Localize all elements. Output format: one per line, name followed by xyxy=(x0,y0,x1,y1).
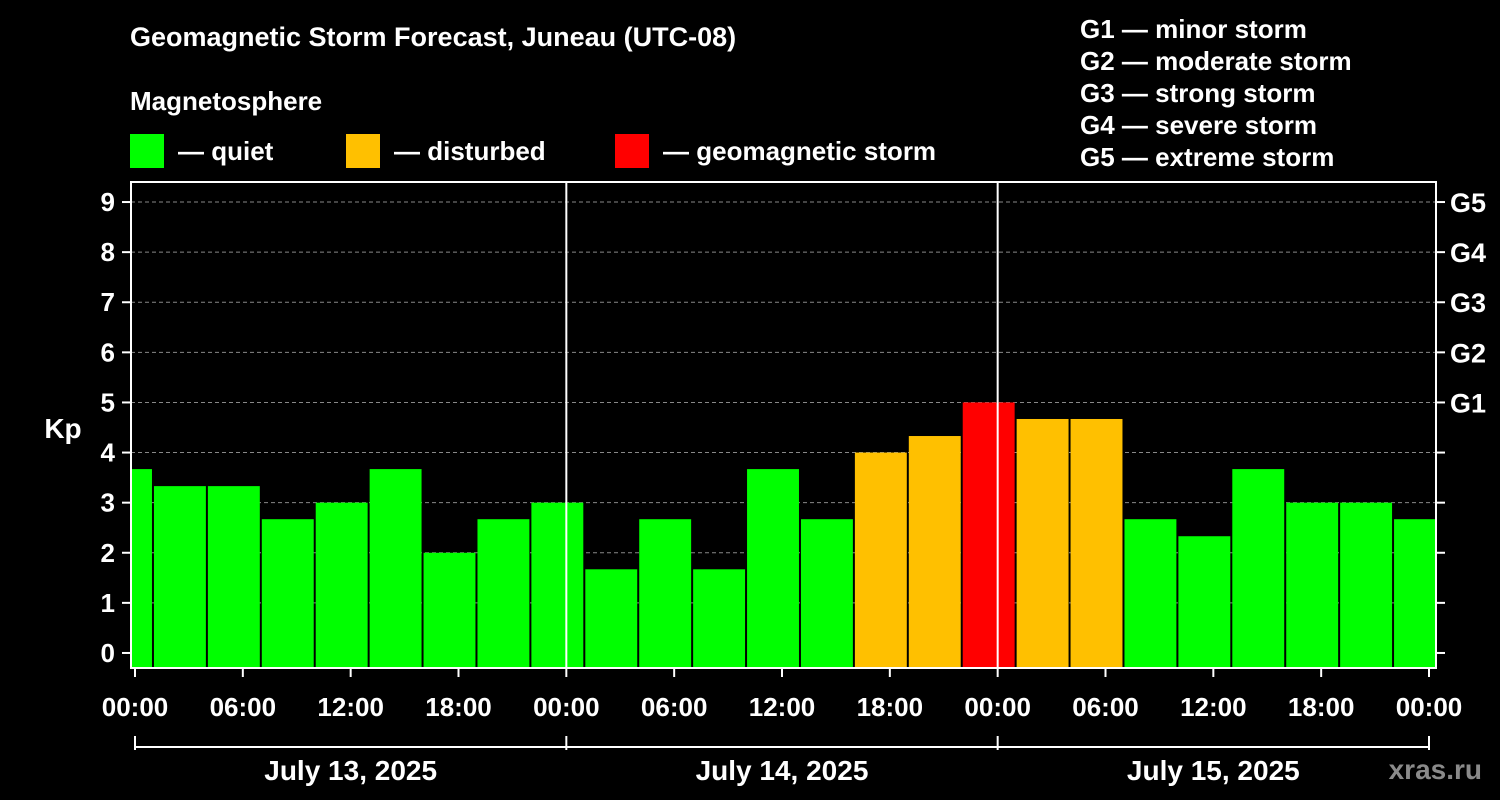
bar-17-storm xyxy=(962,402,1015,668)
bar-1-quiet xyxy=(131,469,152,668)
x-tick-label-2: 12:00 xyxy=(317,692,384,722)
bar-23-quiet xyxy=(1286,502,1339,668)
legend-swatch-disturbed xyxy=(346,134,380,168)
legend-item-quiet: — quiet xyxy=(130,134,273,168)
bars-group xyxy=(131,402,1436,668)
g-scale-legend: G1 — minor storm G2 — moderate storm G3 … xyxy=(1080,13,1352,173)
bar-22-quiet xyxy=(1232,469,1285,668)
x-tick-label-4: 00:00 xyxy=(533,692,600,722)
bar-8-quiet xyxy=(477,519,530,668)
x-tick-label-0: 00:00 xyxy=(102,692,169,722)
bar-3-quiet xyxy=(207,486,260,668)
x-tick-label-5: 06:00 xyxy=(641,692,708,722)
y-tick-label-7: 7 xyxy=(101,287,115,317)
bar-6-quiet xyxy=(369,469,422,668)
bar-11-quiet xyxy=(639,519,692,668)
y-tick-label-5: 5 xyxy=(101,387,115,417)
chart-title: Geomagnetic Storm Forecast, Juneau (UTC-… xyxy=(130,22,737,52)
y-axis-title: Kp xyxy=(44,413,81,444)
y-tick-label-9: 9 xyxy=(101,187,115,217)
y-tick-label-0: 0 xyxy=(101,638,115,668)
y-tick-label-6: 6 xyxy=(101,337,115,367)
x-tick-label-11: 18:00 xyxy=(1288,692,1355,722)
day-label-2: July 14, 2025 xyxy=(696,755,869,786)
bar-18-disturbed xyxy=(1016,418,1069,668)
bar-4-quiet xyxy=(261,519,314,668)
y-tick-label-3: 3 xyxy=(101,488,115,518)
plot-frame xyxy=(130,181,1437,669)
bar-2-quiet xyxy=(153,486,206,668)
x-tick-label-8: 00:00 xyxy=(964,692,1031,722)
legend-label-storm: — geomagnetic storm xyxy=(663,135,937,166)
x-tick-label-3: 18:00 xyxy=(425,692,492,722)
y-tick-label-1: 1 xyxy=(101,588,115,618)
x-tick-label-6: 12:00 xyxy=(749,692,816,722)
x-tick-label-9: 06:00 xyxy=(1072,692,1139,722)
bar-13-quiet xyxy=(747,469,799,668)
y-tick-label-2: 2 xyxy=(101,538,115,568)
bar-5-quiet xyxy=(315,502,368,668)
y-tick-label-4: 4 xyxy=(101,438,116,468)
y-tick-label-8: 8 xyxy=(101,237,115,267)
x-tick-label-10: 12:00 xyxy=(1180,692,1247,722)
bar-7-quiet xyxy=(423,552,476,668)
g-axis-label-g5: G5 xyxy=(1450,188,1486,218)
g-axis-label-g3: G3 xyxy=(1450,288,1486,318)
x-tick-label-1: 06:00 xyxy=(210,692,277,722)
g-scale-g1: G1 — minor storm xyxy=(1080,14,1307,44)
magnetosphere-label: Magnetosphere xyxy=(130,86,323,116)
g-axis-label-g2: G2 xyxy=(1450,338,1486,368)
bar-25-quiet xyxy=(1394,519,1436,668)
bar-21-quiet xyxy=(1178,536,1231,668)
bar-15-disturbed xyxy=(854,452,907,668)
bar-10-quiet xyxy=(585,569,638,668)
bar-16-disturbed xyxy=(908,436,961,668)
g-scale-g4: G4 — severe storm xyxy=(1080,110,1318,140)
legend-item-disturbed: — disturbed xyxy=(346,134,546,168)
g-scale-g5: G5 — extreme storm xyxy=(1080,142,1335,172)
bar-19-disturbed xyxy=(1070,418,1123,668)
legend-label-quiet: — quiet xyxy=(178,135,274,166)
x-tick-label-7: 18:00 xyxy=(857,692,924,722)
bar-12-quiet xyxy=(693,569,746,668)
bar-20-quiet xyxy=(1124,519,1177,668)
legend-swatch-storm xyxy=(615,134,649,168)
legend-item-storm: — geomagnetic storm xyxy=(615,134,936,168)
legend-label-disturbed: — disturbed xyxy=(394,135,546,166)
g-scale-g2: G2 — moderate storm xyxy=(1080,46,1352,76)
day-label-3: July 15, 2025 xyxy=(1127,755,1300,786)
g-axis-label-g1: G1 xyxy=(1450,388,1486,418)
x-tick-label-12: 00:00 xyxy=(1396,692,1463,722)
legend-swatch-quiet xyxy=(130,134,164,168)
bar-24-quiet xyxy=(1340,502,1393,668)
watermark: xras.ru xyxy=(1388,754,1482,785)
bar-9-quiet xyxy=(531,502,584,668)
bar-14-quiet xyxy=(800,519,853,668)
day-label-1: July 13, 2025 xyxy=(264,755,437,786)
g-scale-g3: G3 — strong storm xyxy=(1080,78,1316,108)
g-axis-label-g4: G4 xyxy=(1450,238,1486,268)
